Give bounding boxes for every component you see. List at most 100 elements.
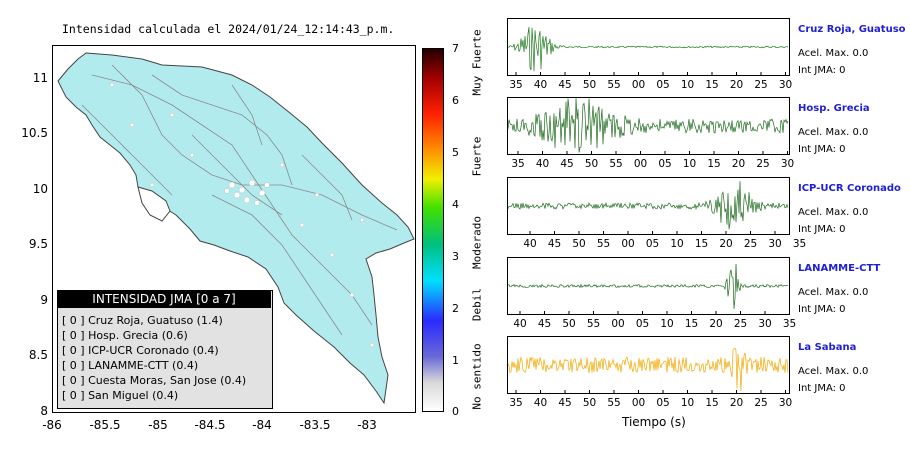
trace-tick-label: 35 [509, 397, 523, 409]
map-xtick: -83 [357, 418, 377, 432]
colorbar-tick: 3 [452, 250, 459, 263]
station-name: Cruz Roja, Guatuso [798, 24, 906, 35]
trace-tick-label: 35 [511, 158, 525, 170]
trace-tick-label: 50 [562, 318, 576, 330]
legend-row: [ 0 ] Hosp. Grecia (0.6) [62, 329, 188, 342]
intensity-legend [57, 290, 273, 409]
trace-tick-label: 05 [656, 79, 670, 91]
trace-tick-label: 40 [533, 397, 548, 409]
map-xtick: -83.5 [299, 418, 331, 432]
waveform-trace [507, 347, 789, 392]
colorbar-label: Moderado [470, 216, 484, 269]
trace-tick-label: 00 [631, 397, 646, 409]
waveform-plot [507, 18, 790, 76]
trace-tick-label: 55 [607, 397, 621, 409]
legend-title: INTENSIDAD JMA [0 a 7] [57, 290, 271, 308]
station-dots [109, 82, 375, 348]
waveform-trace [507, 97, 789, 153]
legend-row: [ 0 ] Cruz Roja, Guatuso (1.4) [62, 314, 223, 327]
trace-tick-label: 50 [582, 397, 597, 409]
map-ytick: 10.5 [21, 126, 48, 140]
trace-tick-label: 55 [607, 79, 621, 91]
trace-tick-label: 00 [631, 79, 646, 91]
trace-tick-label: 35 [782, 318, 797, 330]
trace-tick-label: 10 [670, 238, 684, 250]
trace-tick-label: 45 [558, 397, 572, 409]
country-shape [57, 52, 415, 405]
trace-tick-label: 05 [656, 397, 670, 409]
legend-row: [ 0 ] San Miguel (0.4) [62, 389, 179, 402]
colorbar-tick: 4 [452, 198, 459, 211]
colorbar-tick: 6 [452, 94, 459, 107]
station-intensity: Int JMA: 0 [798, 304, 846, 315]
trace-tick-label: 55 [596, 238, 611, 250]
map-ytick: 8.5 [28, 348, 48, 362]
traces-xlabel: Tiempo (s) [622, 415, 686, 429]
station-intensity: Int JMA: 0 [798, 383, 846, 394]
waveform-plot [507, 177, 790, 235]
station-name: Hosp. Grecia [798, 103, 870, 114]
trace-tick-label: 30 [768, 238, 782, 250]
trace-tick-label: 10 [660, 318, 674, 330]
trace-tick-label: 10 [682, 158, 697, 170]
trace-tick-label: 35 [509, 79, 523, 91]
trace-tick-label: 20 [731, 158, 746, 170]
trace-tick-label: 30 [780, 158, 795, 170]
waveform-trace [507, 27, 789, 72]
trace-tick-label: 05 [658, 158, 672, 170]
map-ytick: 9.5 [28, 237, 48, 251]
map-ytick: 10 [32, 182, 48, 196]
trace-tick-label: 25 [743, 238, 758, 250]
station-intensity: Int JMA: 0 [798, 224, 846, 235]
trace-tick-label: 25 [754, 79, 768, 91]
trace-tick-label: 45 [547, 238, 562, 250]
trace-tick-label: 15 [684, 318, 699, 330]
waveform-plot [507, 336, 790, 394]
trace-tick-label: 00 [621, 238, 635, 250]
map-ytick: 11 [32, 71, 48, 85]
trace-tick-label: 50 [582, 79, 597, 91]
trace-tick-label: 20 [709, 318, 723, 330]
colorbar-tick: 1 [452, 354, 459, 367]
trace-tick-label: 20 [729, 397, 744, 409]
roads [81, 64, 398, 336]
colorbar-label: Fuerte [470, 136, 484, 177]
map-xtick: -85 [148, 418, 168, 432]
station-name: LANAMME-CTT [798, 263, 881, 274]
trace-tick-label: 50 [572, 238, 586, 250]
trace-tick-label: 30 [778, 397, 793, 409]
map-ytick: 9 [40, 293, 48, 307]
trace-tick-label: 50 [584, 158, 599, 170]
station-accel: Acel. Max. 0.0 [798, 207, 869, 218]
map-title: Intensidad calculada el 2024/01/24_12:14… [62, 22, 395, 36]
map-xtick: -84 [252, 418, 272, 432]
map-xtick: -84.5 [194, 418, 226, 432]
trace-tick-label: 25 [754, 397, 768, 409]
trace-tick-label: 30 [758, 318, 772, 330]
trace-tick-label: 10 [680, 79, 695, 91]
trace-tick-label: 45 [537, 318, 552, 330]
waveform-plot [507, 257, 790, 315]
station-name: La Sabana [798, 342, 857, 353]
trace-tick-label: 20 [729, 79, 744, 91]
trace-tick-label: 45 [558, 79, 572, 91]
trace-tick-label: 55 [609, 158, 623, 170]
station-name: ICP-UCR Coronado [798, 183, 901, 194]
trace-tick-label: 45 [560, 158, 574, 170]
trace-tick-label: 00 [633, 158, 648, 170]
station-accel: Acel. Max. 0.0 [798, 366, 869, 377]
trace-tick-label: 35 [792, 238, 807, 250]
trace-tick-label: 30 [778, 79, 793, 91]
colorbar-label: Debil [470, 287, 484, 322]
trace-tick-label: 25 [756, 158, 770, 170]
station-accel: Acel. Max. 0.0 [798, 48, 869, 59]
trace-tick-label: 40 [533, 79, 548, 91]
intensity-colorbar [422, 48, 444, 412]
colorbar-tick: 7 [452, 42, 459, 55]
waveform-trace [507, 181, 789, 230]
waveform-plot [507, 97, 790, 155]
trace-tick-label: 20 [719, 238, 733, 250]
station-intensity: Int JMA: 0 [798, 65, 846, 76]
colorbar-label: Muy Fuerte [470, 29, 484, 96]
station-accel: Acel. Max. 0.0 [798, 287, 869, 298]
